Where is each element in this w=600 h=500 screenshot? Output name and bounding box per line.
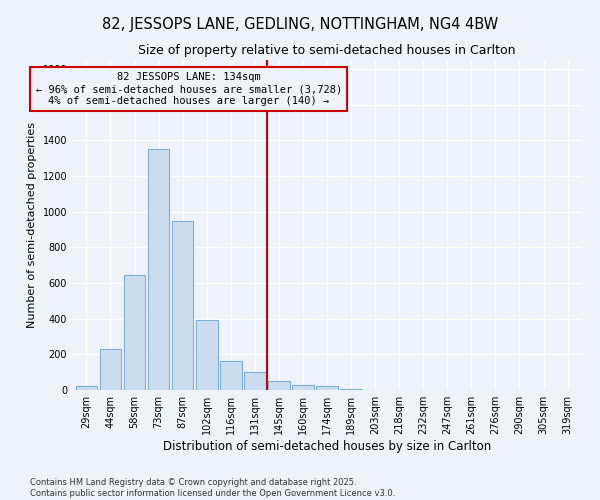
Bar [196, 320, 218, 390]
Bar [124, 275, 145, 390]
Text: 82, JESSOPS LANE, GEDLING, NOTTINGHAM, NG4 4BW: 82, JESSOPS LANE, GEDLING, NOTTINGHAM, N… [102, 18, 498, 32]
Bar [76, 386, 97, 390]
Bar [244, 372, 266, 390]
Bar [148, 149, 169, 390]
Bar [340, 389, 362, 390]
Bar [268, 381, 290, 390]
Bar [100, 349, 121, 390]
Text: 82 JESSOPS LANE: 134sqm
← 96% of semi-detached houses are smaller (3,728)
4% of : 82 JESSOPS LANE: 134sqm ← 96% of semi-de… [35, 72, 342, 106]
Bar [292, 384, 314, 390]
Bar [220, 360, 242, 390]
X-axis label: Distribution of semi-detached houses by size in Carlton: Distribution of semi-detached houses by … [163, 440, 491, 453]
Bar [316, 386, 338, 390]
Bar [172, 220, 193, 390]
Y-axis label: Number of semi-detached properties: Number of semi-detached properties [27, 122, 37, 328]
Title: Size of property relative to semi-detached houses in Carlton: Size of property relative to semi-detach… [138, 44, 516, 58]
Text: Contains HM Land Registry data © Crown copyright and database right 2025.
Contai: Contains HM Land Registry data © Crown c… [30, 478, 395, 498]
